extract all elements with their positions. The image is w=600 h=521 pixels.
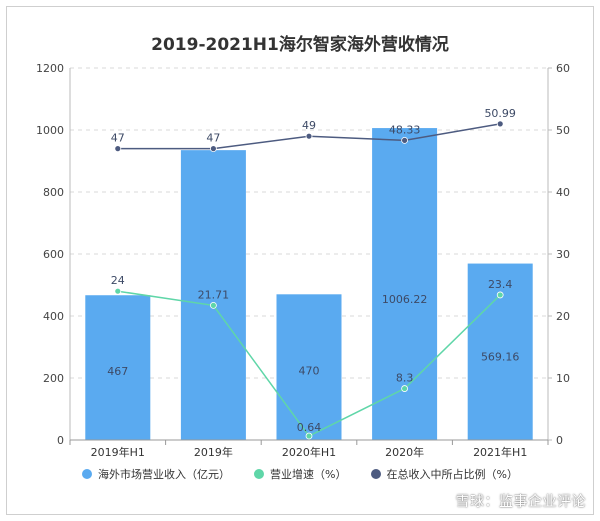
y-left-tick-label: 1200 bbox=[36, 62, 64, 75]
point-share bbox=[209, 145, 217, 153]
legend: 海外市场营业收入（亿元） 营业增速（%） 在总收入中所占比例（%） bbox=[0, 466, 600, 482]
x-tick-label: 2020年 bbox=[385, 445, 424, 459]
growth-value-label: 0.64 bbox=[297, 421, 322, 434]
point-share bbox=[114, 145, 122, 153]
point-growth bbox=[496, 291, 504, 299]
point-growth bbox=[209, 301, 217, 309]
y-right-tick-label: 50 bbox=[556, 124, 570, 137]
y-right-tick-label: 10 bbox=[556, 372, 570, 385]
x-tick-label: 2019年 bbox=[194, 445, 233, 459]
legend-label-share: 在总收入中所占比例（%） bbox=[386, 468, 518, 481]
y-left-tick-label: 200 bbox=[43, 372, 64, 385]
y-right-tick-label: 60 bbox=[556, 62, 570, 75]
growth-value-label: 21.71 bbox=[198, 288, 230, 301]
growth-value-label: 24 bbox=[111, 274, 125, 287]
growth-value-label: 23.4 bbox=[488, 278, 513, 291]
bar-revenue bbox=[372, 128, 438, 441]
share-value-label: 47 bbox=[206, 132, 220, 145]
y-left-tick-label: 600 bbox=[43, 248, 64, 261]
point-share bbox=[401, 136, 409, 144]
legend-swatch-share bbox=[370, 469, 381, 479]
x-tick-label: 2020年H1 bbox=[282, 445, 336, 459]
share-value-label: 50.99 bbox=[484, 107, 516, 120]
y-right-tick-label: 30 bbox=[556, 248, 570, 261]
bar-revenue bbox=[180, 150, 246, 440]
bar-value-label: 467 bbox=[107, 365, 128, 378]
y-right-tick-label: 0 bbox=[556, 434, 563, 447]
legend-item-revenue[interactable]: 海外市场营业收入（亿元） bbox=[82, 466, 230, 482]
legend-label-growth: 营业增速（%） bbox=[270, 468, 347, 481]
bar-value-label: 569.16 bbox=[481, 351, 520, 364]
point-growth bbox=[401, 385, 409, 392]
bar-revenue bbox=[85, 295, 151, 440]
x-tick-label: 2021年H1 bbox=[473, 445, 527, 459]
y-right-tick-label: 20 bbox=[556, 310, 570, 323]
point-growth bbox=[114, 287, 122, 295]
chart-title: 2019-2021H1海尔智家海外营收情况 bbox=[151, 35, 449, 55]
legend-swatch-growth bbox=[254, 469, 265, 479]
share-value-label: 48.33 bbox=[389, 123, 421, 136]
x-tick-label: 2019年H1 bbox=[91, 445, 145, 459]
legend-label-revenue: 海外市场营业收入（亿元） bbox=[98, 468, 231, 481]
bar-revenue bbox=[276, 294, 342, 440]
point-growth bbox=[305, 432, 313, 440]
share-value-label: 47 bbox=[111, 132, 125, 145]
bar-value-label: 470 bbox=[299, 364, 320, 377]
legend-item-growth[interactable]: 营业增速（%） bbox=[254, 466, 347, 482]
share-value-label: 49 bbox=[302, 119, 316, 132]
watermark: 雪球：监事企业评论 bbox=[455, 494, 586, 510]
growth-value-label: 8.3 bbox=[396, 372, 414, 385]
legend-swatch-revenue bbox=[82, 469, 93, 479]
y-right-tick-label: 40 bbox=[556, 186, 570, 199]
legend-item-share[interactable]: 在总收入中所占比例（%） bbox=[370, 466, 518, 482]
point-share bbox=[496, 120, 504, 128]
point-share bbox=[305, 132, 313, 140]
y-left-tick-label: 800 bbox=[43, 186, 64, 199]
y-left-tick-label: 400 bbox=[43, 310, 64, 323]
bar-value-label: 1006.22 bbox=[382, 293, 428, 306]
y-left-tick-label: 0 bbox=[57, 434, 64, 447]
y-left-tick-label: 1000 bbox=[36, 124, 64, 137]
